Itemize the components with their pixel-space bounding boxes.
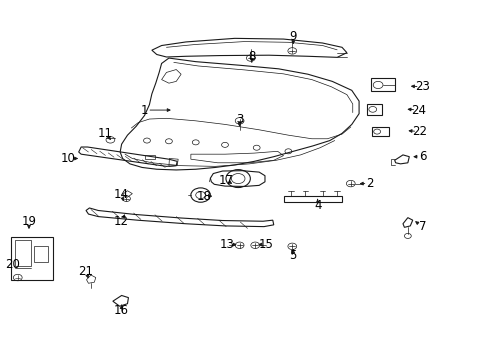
Text: 2: 2 [366, 177, 373, 190]
Text: 12: 12 [114, 215, 129, 228]
Text: 24: 24 [411, 104, 426, 117]
Text: 10: 10 [61, 152, 75, 165]
Text: 18: 18 [197, 190, 211, 203]
Text: 6: 6 [418, 150, 426, 163]
Text: 11: 11 [98, 127, 113, 140]
Text: 13: 13 [220, 238, 234, 251]
Text: 19: 19 [21, 215, 37, 228]
Text: 22: 22 [412, 125, 427, 138]
Text: 1: 1 [141, 104, 148, 117]
Text: 3: 3 [235, 113, 243, 126]
Text: 9: 9 [289, 30, 296, 43]
Text: 8: 8 [247, 50, 255, 63]
Text: 7: 7 [418, 220, 426, 233]
Text: 21: 21 [79, 265, 93, 278]
Text: 5: 5 [289, 249, 296, 262]
Text: 23: 23 [414, 80, 429, 93]
Text: 20: 20 [5, 258, 20, 271]
Text: 17: 17 [218, 174, 233, 186]
Text: 14: 14 [114, 188, 129, 201]
Text: 15: 15 [259, 238, 273, 251]
Text: 16: 16 [114, 305, 129, 318]
Text: 4: 4 [313, 199, 321, 212]
